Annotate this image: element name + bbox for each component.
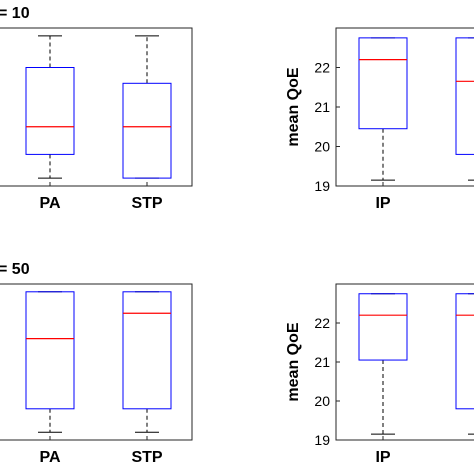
box [455,37,474,155]
panel-title: = 10 [0,5,30,22]
axes-frame-3 [0,283,193,441]
box [122,82,172,179]
x-tick-label: IP [375,195,390,212]
axes-frame-2 [335,27,474,187]
y-axis-label: mean QoE [285,322,302,401]
axes-frame-1 [0,27,193,187]
x-tick-label: PA [39,195,60,212]
y-tick-label: 22 [314,315,330,331]
x-tick-label: PA [39,449,60,466]
y-tick-label: 21 [314,99,330,115]
box [358,37,408,130]
y-tick-label: 19 [314,432,330,448]
y-tick-label: 20 [314,139,330,155]
x-tick-label: STP [131,195,162,212]
x-tick-label: IP [375,449,390,466]
y-tick-label: 19 [314,178,330,194]
panel-title: = 50 [0,261,30,278]
y-tick-label: 22 [314,60,330,76]
box [122,291,172,410]
box [25,291,75,410]
box [358,293,408,361]
box [25,67,75,155]
y-tick-label: 20 [314,393,330,409]
y-tick-label: 21 [314,354,330,370]
axes-frame-4 [335,283,474,441]
box [455,293,474,410]
y-axis-label: mean QoE [285,67,302,146]
x-tick-label: STP [131,449,162,466]
